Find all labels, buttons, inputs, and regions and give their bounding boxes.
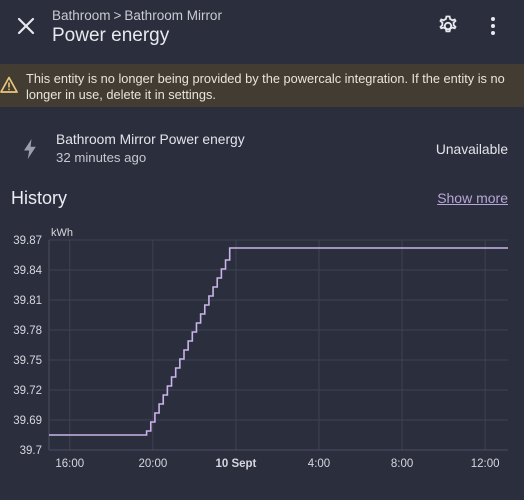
x-tick-label: 4:00 — [308, 458, 330, 470]
breadcrumb: Bathroom > Bathroom Mirror — [52, 8, 222, 23]
entity-last-changed: 32 minutes ago — [56, 150, 147, 165]
x-tick-label: 20:00 — [138, 458, 167, 470]
page-title: Power energy — [52, 25, 170, 46]
warning-icon — [0, 76, 18, 93]
x-tick-label: 16:00 — [55, 458, 84, 470]
breadcrumb-area[interactable]: Bathroom — [52, 8, 111, 23]
more-options-button[interactable] — [481, 14, 505, 38]
history-chart[interactable]: 39.87 39.84 39.81 39.78 39.75 39.72 39.69 39.7 1… — [0, 222, 524, 500]
show-more-link[interactable]: Show more — [437, 190, 508, 206]
breadcrumb-separator: > — [113, 8, 122, 23]
x-tick-label: 12:00 — [471, 458, 500, 470]
x-tick-label: 10 Sept — [215, 458, 256, 470]
x-tick-label: 8:00 — [391, 458, 413, 470]
close-button[interactable] — [12, 12, 40, 40]
series-line — [49, 247, 508, 436]
y-tick-label: 39.87 — [13, 235, 42, 247]
settings-button[interactable] — [436, 14, 460, 38]
y-tick-label: 39.78 — [13, 325, 42, 337]
y-tick-label: 39.81 — [13, 295, 42, 307]
gear-icon — [439, 15, 457, 33]
y-tick-label: 39.69 — [13, 415, 42, 427]
y-tick-label: 39.75 — [13, 355, 42, 367]
y-tick-label: 39.7 — [20, 445, 42, 457]
close-icon — [17, 17, 35, 35]
warning-text: This entity is no longer being provided … — [26, 71, 505, 102]
y-axis-unit: kWh — [51, 227, 73, 239]
entity-state: Unavailable — [435, 142, 508, 157]
breadcrumb-device[interactable]: Bathroom Mirror — [124, 8, 222, 23]
dialog-header: Bathroom > Bathroom Mirror Power energy — [0, 0, 524, 62]
y-tick-label: 39.84 — [13, 265, 42, 277]
warning-alert: This entity is no longer being provided … — [0, 64, 524, 107]
y-tick-label: 39.72 — [13, 385, 42, 397]
more-vertical-icon — [491, 17, 495, 35]
lightning-bolt-icon — [24, 139, 36, 159]
entity-row: Bathroom Mirror Power energy 32 minutes … — [0, 120, 524, 176]
entity-name: Bathroom Mirror Power energy — [56, 132, 245, 147]
history-title: History — [11, 188, 68, 208]
